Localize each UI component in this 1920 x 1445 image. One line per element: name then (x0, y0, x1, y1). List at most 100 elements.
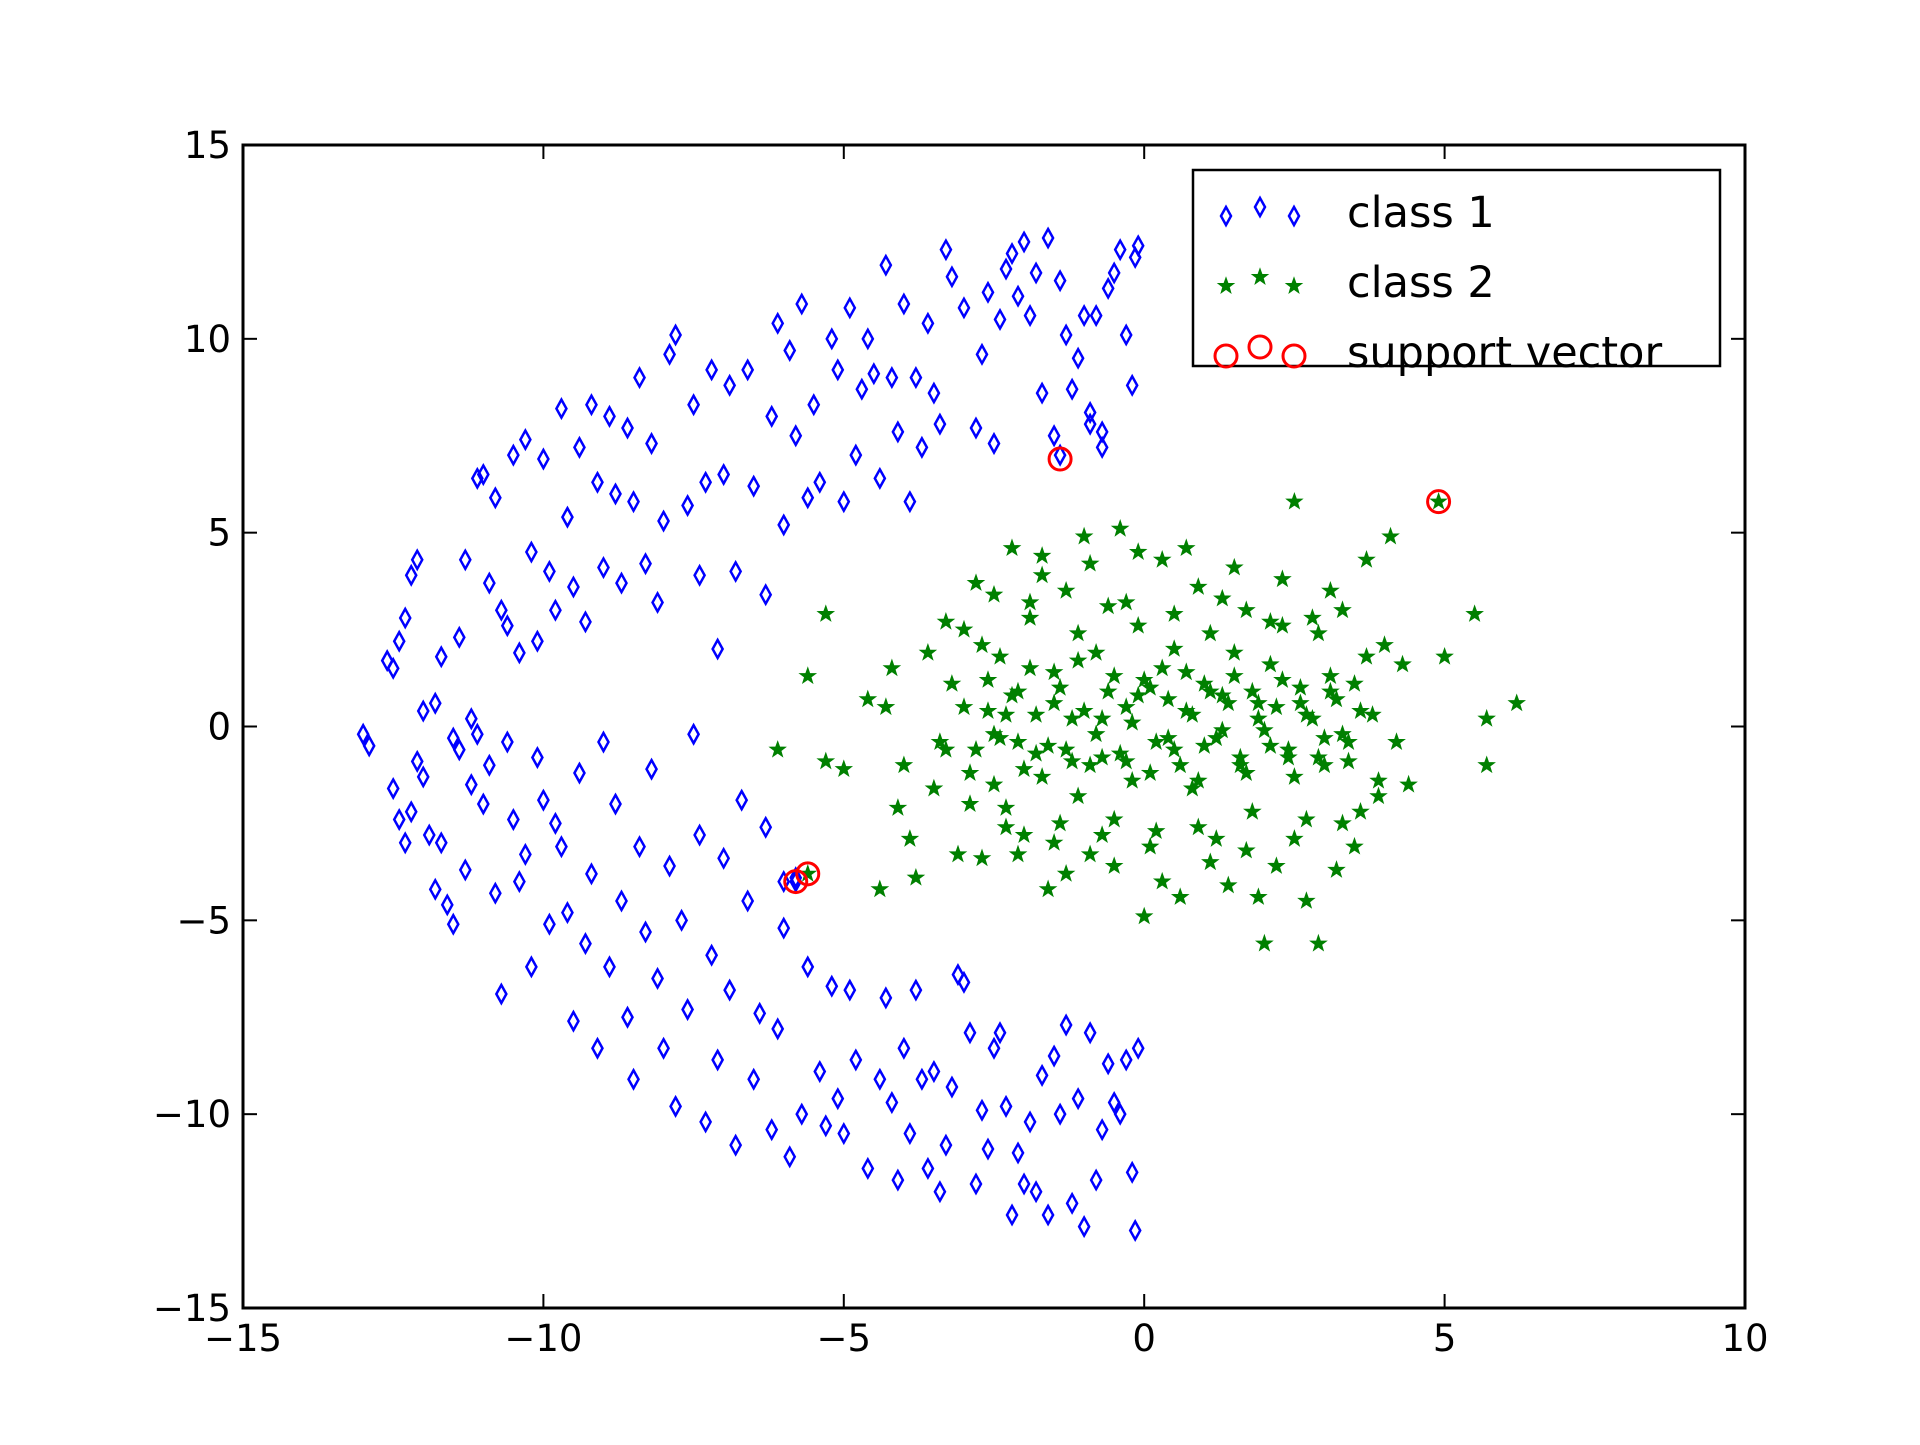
class-1-point (518, 842, 532, 867)
class-2-point (1291, 693, 1310, 712)
class-1-point (777, 869, 791, 894)
class-2-point (1026, 705, 1046, 723)
class-1-point (999, 1094, 1013, 1118)
legend: class 1 class 2 support vector (1191, 168, 1722, 378)
class-2-point (1176, 538, 1196, 557)
class-1-point (1035, 381, 1049, 405)
class-1-point (681, 997, 695, 1022)
class-1-point (621, 416, 634, 440)
class-2-point (996, 798, 1016, 816)
class-1-point (933, 412, 947, 436)
class-1-point (939, 1133, 953, 1157)
class-2-point (1333, 724, 1352, 743)
class-1-point (554, 835, 568, 859)
class-2-point (1104, 809, 1124, 828)
class-2-point (1201, 623, 1220, 642)
class-2-point (1158, 689, 1178, 708)
class-1-point (470, 466, 484, 490)
class-1-point (1041, 226, 1055, 250)
x-tick-label: −10 (504, 1317, 582, 1360)
class-2-point (1176, 701, 1196, 719)
class-1-point (362, 734, 376, 758)
class-1-point (416, 699, 430, 723)
legend-label: class 2 (1347, 258, 1495, 308)
class-2-point (798, 666, 818, 685)
class-1-point (1041, 1203, 1055, 1227)
class-2-point (996, 817, 1016, 836)
x-tick-label: 0 (1132, 1317, 1156, 1360)
class-1-point (747, 474, 761, 498)
class-2-point (1477, 708, 1496, 727)
class-1-point (585, 393, 598, 417)
class-2-point (1213, 588, 1232, 607)
legend-label: support vector (1347, 328, 1662, 378)
class-1-point (645, 431, 658, 456)
class-1-point (392, 629, 406, 653)
class-1-point (627, 1067, 640, 1091)
class-1-point (488, 486, 502, 510)
class-1-point (567, 1009, 580, 1033)
legend-marker (1284, 276, 1304, 294)
class-2-point (1357, 646, 1376, 665)
class-2-point (1236, 763, 1256, 781)
class-1-point (639, 552, 652, 576)
class-1-point (1125, 1160, 1139, 1184)
class-1-point (464, 707, 478, 731)
class-1-point (548, 811, 562, 835)
class-1-point (657, 509, 670, 533)
class-1-point (554, 397, 568, 421)
class-1-point (1107, 261, 1121, 285)
class-1-point (1131, 234, 1145, 258)
class-1-point (891, 420, 905, 444)
class-2-point (1068, 650, 1088, 669)
class-1-point (795, 292, 809, 316)
class-2-point (1062, 751, 1082, 770)
class-2-point (1309, 747, 1328, 766)
class-1-point (422, 823, 436, 847)
class-1-point (573, 761, 586, 785)
class-1-point (530, 629, 544, 653)
class-2-point (1062, 708, 1082, 727)
class-1-point (681, 493, 695, 518)
class-1-point (711, 1048, 725, 1072)
class-1-point (1017, 230, 1031, 254)
class-2-point (1339, 732, 1358, 750)
y-tick-label: −10 (153, 1093, 231, 1136)
class-2-point (1008, 732, 1028, 750)
class-2-point (948, 844, 968, 863)
class-2-point (1261, 654, 1280, 673)
class-1-point (591, 1036, 604, 1060)
class-1-point (524, 540, 538, 564)
class-2-point (1225, 557, 1244, 576)
class-2-point (1056, 864, 1076, 882)
class-2-point (1333, 600, 1352, 619)
class-2-point (1188, 771, 1208, 789)
class-1-point (1011, 284, 1025, 308)
class-1-point (470, 722, 484, 746)
class-2-point (954, 619, 974, 638)
class-2-point (1230, 747, 1250, 766)
class-1-point (777, 916, 791, 940)
class-1-point (921, 1156, 935, 1181)
class-1-point (434, 645, 448, 669)
class-2-point (1032, 546, 1052, 564)
class-1-point (873, 1067, 887, 1091)
class-2-point (1092, 825, 1112, 843)
class-1-point (1113, 238, 1127, 262)
class-2-point (1279, 740, 1298, 758)
class-1-point (777, 513, 791, 537)
class-1-point (813, 470, 827, 494)
class-2-point (984, 774, 1004, 793)
class-1-point (452, 738, 466, 762)
class-1-point (548, 598, 562, 622)
class-2-point (954, 697, 974, 716)
class-2-point (1507, 693, 1526, 712)
class-1-point (1101, 1052, 1115, 1076)
class-1-point (398, 606, 412, 630)
class-1-point (633, 835, 646, 859)
class-1-point (1077, 303, 1091, 328)
class-1-point (849, 443, 863, 467)
class-1-point (687, 722, 701, 746)
class-1-point (789, 424, 803, 448)
